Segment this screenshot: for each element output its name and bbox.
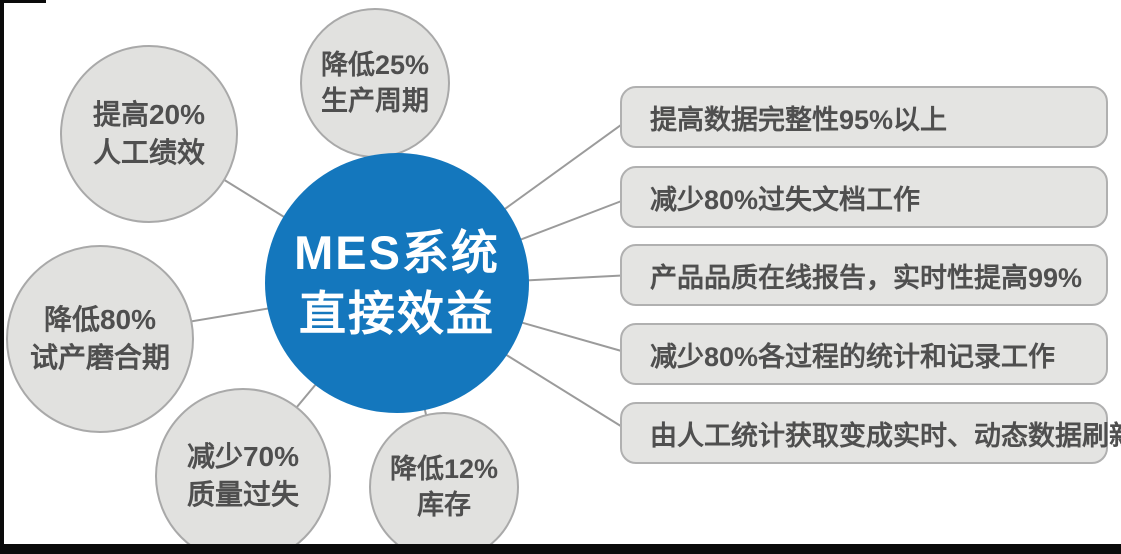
benefit-box-data-integrity: 提高数据完整性95%以上 <box>620 86 1108 148</box>
benefit-circle-label: 生产周期 <box>321 86 429 116</box>
benefit-circle-labor-performance: 提高20% 人工绩效 <box>60 45 238 223</box>
top-black-edge <box>0 0 46 3</box>
benefit-box-label: 由人工统计获取变成实时、动态数据刷新 <box>650 420 1121 451</box>
benefit-circle-trial-rampup: 降低80% 试产磨合期 <box>6 245 194 433</box>
benefit-circle-label: 人工绩效 <box>92 137 205 168</box>
benefit-box-statistics-work: 减少80%各过程的统计和记录工作 <box>620 323 1108 385</box>
benefit-circle-value: 减少70% <box>186 441 300 473</box>
benefit-circle-label: 质量过失 <box>186 479 299 510</box>
benefit-box-label: 提高数据完整性95%以上 <box>650 104 948 135</box>
mes-center-circle: MES系统 直接效益 <box>265 153 529 413</box>
benefit-box-label: 减少80%过失文档工作 <box>650 184 921 215</box>
benefit-box-label: 产品品质在线报告，实时性提高99% <box>650 262 1083 293</box>
benefit-circle-value: 降低12% <box>389 453 499 484</box>
center-title-line1: MES系统 <box>294 225 500 279</box>
benefit-box-document-errors: 减少80%过失文档工作 <box>620 166 1108 228</box>
benefit-circle-value: 降低25% <box>320 49 430 80</box>
benefit-circle-quality-errors: 减少70% 质量过失 <box>155 388 331 554</box>
benefit-circle-label: 试产磨合期 <box>29 342 170 373</box>
bottom-black-edge <box>0 544 1121 554</box>
benefit-circle-value: 提高20% <box>92 99 206 131</box>
benefit-circle-production-cycle: 降低25% 生产周期 <box>300 8 450 158</box>
left-black-edge <box>0 0 4 554</box>
benefit-box-quality-report: 产品品质在线报告，实时性提高99% <box>620 244 1108 306</box>
benefit-circle-value: 降低80% <box>43 304 157 336</box>
center-title-line2: 直接效益 <box>299 287 495 340</box>
benefit-box-label: 减少80%各过程的统计和记录工作 <box>650 341 1056 372</box>
benefit-circle-inventory: 降低12% 库存 <box>369 412 519 554</box>
benefit-circle-label: 库存 <box>417 490 471 520</box>
benefit-box-dynamic-data: 由人工统计获取变成实时、动态数据刷新 <box>620 402 1121 464</box>
